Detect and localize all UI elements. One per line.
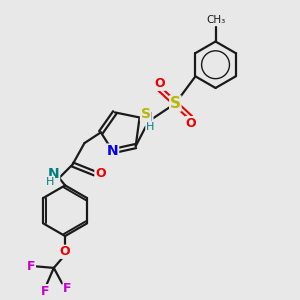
Text: O: O [154, 77, 165, 90]
Text: H: H [46, 176, 54, 187]
Text: O: O [60, 245, 70, 258]
Text: O: O [185, 117, 196, 130]
Text: N: N [107, 144, 118, 158]
Text: F: F [40, 285, 49, 298]
Text: N: N [48, 167, 60, 182]
Text: N: N [141, 111, 153, 125]
Text: F: F [63, 282, 72, 295]
Text: S: S [140, 107, 151, 122]
Text: CH₃: CH₃ [206, 15, 225, 25]
Text: F: F [27, 260, 35, 273]
Text: O: O [95, 167, 106, 180]
Text: S: S [170, 96, 181, 111]
Text: H: H [146, 122, 154, 132]
